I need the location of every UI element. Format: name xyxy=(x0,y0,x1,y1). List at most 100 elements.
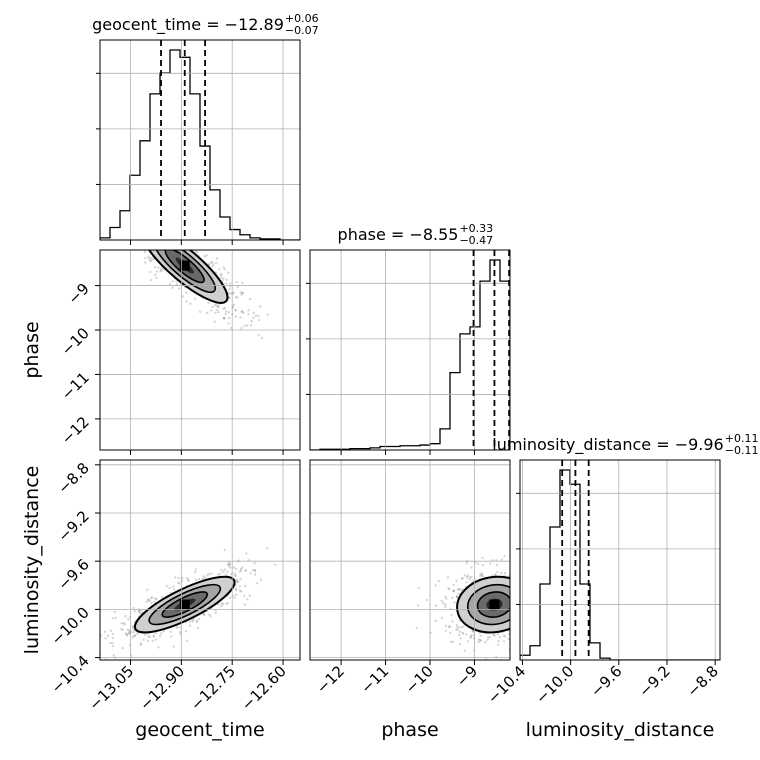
scatter-point xyxy=(259,578,263,581)
scatter-point xyxy=(479,573,482,576)
scatter-point xyxy=(153,233,155,235)
scatter-point xyxy=(171,280,174,283)
scatter-point xyxy=(147,257,150,260)
scatter-point xyxy=(169,241,171,243)
scatter-point xyxy=(111,644,115,648)
scatter-point xyxy=(524,608,526,610)
scatter-point xyxy=(232,303,236,306)
scatter-point xyxy=(460,588,464,592)
scatter-point xyxy=(513,609,515,611)
scatter-point xyxy=(148,635,152,639)
scatter-point xyxy=(171,246,173,248)
scatter-point xyxy=(528,621,530,623)
scatter-point xyxy=(165,584,169,588)
scatter-point xyxy=(111,632,115,636)
scatter-point xyxy=(133,634,137,638)
scatter-point xyxy=(194,570,197,574)
scatter-point xyxy=(488,562,492,565)
title-luminosity_distance: luminosity_distance = −9.96 xyxy=(492,435,723,455)
density-peak xyxy=(179,599,190,610)
scatter-point xyxy=(227,563,230,566)
scatter-point xyxy=(194,578,198,582)
scatter-point xyxy=(243,584,247,588)
scatter-point xyxy=(487,636,490,639)
scatter-point xyxy=(526,621,528,623)
scatter-point xyxy=(155,276,158,280)
scatter-point xyxy=(168,282,172,286)
scatter-point xyxy=(460,577,464,580)
scatter-point xyxy=(157,266,160,269)
scatter-point xyxy=(215,308,219,312)
scatter-point xyxy=(227,564,230,567)
scatter-point xyxy=(461,577,464,580)
scatter-point xyxy=(94,643,96,645)
scatter-point xyxy=(212,263,215,266)
scatter-point xyxy=(142,225,144,227)
scatter-point xyxy=(470,635,473,638)
scatter-point xyxy=(170,635,173,638)
scatter-point xyxy=(244,569,248,572)
scatter-point xyxy=(160,269,163,272)
scatter-point xyxy=(486,638,489,641)
scatter-point xyxy=(189,302,192,305)
scatter-point xyxy=(170,244,172,246)
scatter-point xyxy=(537,598,539,600)
scatter-point xyxy=(254,314,257,317)
scatter-point xyxy=(240,590,243,593)
scatter-point xyxy=(537,586,539,588)
scatter-point xyxy=(124,216,126,218)
scatter-point xyxy=(177,576,180,580)
scatter-point xyxy=(167,246,169,248)
scatter-point xyxy=(141,244,143,246)
scatter-point xyxy=(114,616,117,620)
scatter-point xyxy=(120,627,123,631)
scatter-point xyxy=(156,218,158,220)
scatter-point xyxy=(85,639,87,641)
scatter-point xyxy=(243,595,246,598)
scatter-point xyxy=(529,599,531,601)
scatter-point xyxy=(132,207,134,209)
scatter-point xyxy=(240,310,244,313)
scatter-point xyxy=(196,620,199,623)
scatter-point xyxy=(215,257,219,260)
scatter-point xyxy=(154,223,156,225)
scatter-point xyxy=(145,241,147,243)
scatter-point xyxy=(169,630,172,633)
scatter-point xyxy=(194,250,197,253)
scatter-point xyxy=(494,573,497,576)
scatter-point xyxy=(120,234,122,236)
x-tick-label-geocent_time: −12.75 xyxy=(187,662,239,714)
scatter-point xyxy=(417,586,421,590)
scatter-point xyxy=(248,594,251,597)
scatter-point xyxy=(128,228,130,230)
scatter-point xyxy=(188,243,190,245)
scatter-point xyxy=(448,625,451,628)
density-peak xyxy=(489,599,500,610)
panel-frame-2-0 xyxy=(99,459,301,661)
scatter-point xyxy=(246,598,249,601)
scatter-point xyxy=(142,638,145,641)
scatter-point xyxy=(222,570,225,574)
scatter-point xyxy=(164,240,166,242)
x-tick-label-phase: −10 xyxy=(402,662,437,697)
scatter-point xyxy=(223,317,226,320)
scatter-point xyxy=(525,622,527,624)
scatter-point xyxy=(178,237,180,239)
x-tick-label-phase: −11 xyxy=(357,662,392,697)
scatter-point xyxy=(146,588,149,591)
scatter-point xyxy=(138,235,140,237)
scatter-point xyxy=(151,217,153,219)
scatter-point xyxy=(238,570,241,573)
title-plus-luminosity_distance: +0.11 xyxy=(725,432,759,445)
scatter-point xyxy=(517,592,519,594)
scatter-point xyxy=(242,311,245,314)
scatter-point xyxy=(212,246,214,248)
scatter-point xyxy=(216,305,219,308)
scatter-point xyxy=(160,242,162,244)
scatter-point xyxy=(131,626,135,629)
scatter-point xyxy=(530,556,532,558)
scatter-point xyxy=(434,604,438,607)
scatter-point xyxy=(455,623,459,627)
scatter-point xyxy=(165,245,167,247)
y-tick-label-phase: −9 xyxy=(64,280,92,308)
